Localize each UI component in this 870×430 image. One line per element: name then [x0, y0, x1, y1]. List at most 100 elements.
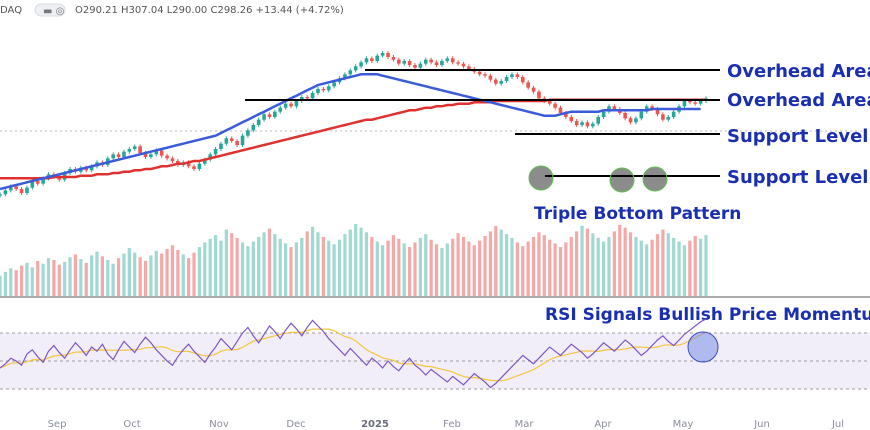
volume-bar: [688, 240, 692, 296]
candle-body: [235, 141, 239, 145]
candle-body: [229, 138, 234, 141]
candle-body: [310, 93, 315, 99]
candle-body: [57, 177, 62, 180]
candle-body: [607, 106, 611, 112]
volume-bar: [3, 272, 7, 296]
volume-bar: [445, 243, 449, 296]
candle-body: [19, 189, 24, 193]
candle-body: [283, 103, 288, 108]
candle-body: [499, 81, 504, 84]
volume-bar: [693, 236, 697, 296]
volume-bar: [25, 262, 29, 296]
volume-bar: [370, 236, 374, 296]
candle-body: [698, 101, 703, 104]
candle-body: [418, 63, 423, 68]
volume-bar: [36, 260, 40, 296]
volume-bar: [575, 231, 579, 296]
candle-body: [3, 190, 8, 195]
candle-body: [111, 154, 115, 159]
volume-bar: [699, 238, 703, 296]
candle-body: [434, 62, 439, 65]
candle-body: [89, 166, 94, 171]
ohlc-header: DAQ ▬ ◎ O290.21 H307.04 L290.00 C298.26 …: [0, 3, 344, 17]
rsi-line: [0, 318, 707, 389]
header-control-button[interactable]: [34, 3, 66, 17]
volume-bar: [364, 232, 369, 296]
volume-bar: [52, 260, 56, 296]
candle-body: [580, 122, 584, 125]
candle-body: [380, 53, 385, 56]
candle-body: [510, 74, 514, 77]
candle-body: [35, 181, 40, 184]
volume-bar: [224, 229, 228, 296]
candle-body: [213, 149, 218, 155]
volume-bar: [9, 268, 13, 296]
volume-bar: [402, 243, 406, 296]
candle-body: [208, 154, 212, 160]
candle-body: [574, 121, 579, 125]
volume-bar: [79, 259, 83, 296]
bottom-marker-2: [609, 167, 635, 193]
candle-body: [423, 59, 428, 64]
candle-body: [504, 77, 509, 81]
x-tick-label: Jul: [831, 419, 844, 430]
volume-bar: [300, 237, 304, 296]
volume-bar: [106, 260, 110, 296]
volume-bars: [0, 224, 708, 296]
volume-bar: [515, 242, 519, 296]
ohlc-values: O290.21 H307.04 L290.00 C298.26 +13.44 (…: [75, 5, 344, 16]
volume-bar: [478, 240, 482, 296]
candle-body: [445, 58, 450, 61]
volume-bar: [133, 252, 137, 296]
candle-body: [402, 61, 406, 64]
volume-bar: [116, 258, 121, 296]
volume-bar: [246, 246, 250, 296]
rsi-annotation: RSI Signals Bullish Price Momentum: [545, 305, 870, 325]
volume-bar: [628, 232, 633, 296]
volume-bar: [337, 239, 342, 296]
volume-bar: [19, 265, 24, 296]
candle-body: [170, 158, 175, 161]
volume-bar: [197, 247, 202, 296]
volume-bar: [149, 255, 153, 296]
volume-bar: [154, 250, 158, 296]
volume-bar: [127, 248, 131, 296]
candle-body: [634, 118, 638, 123]
volume-bar: [661, 229, 665, 296]
volume-bar: [488, 231, 493, 296]
volume-bar: [375, 241, 379, 296]
volume-bar: [542, 235, 546, 296]
volume-bar: [639, 240, 643, 296]
candle-body: [655, 109, 660, 115]
volume-bar: [251, 241, 255, 296]
candle-body: [682, 101, 687, 107]
candle-body: [224, 138, 229, 144]
candle-body: [116, 154, 121, 157]
volume-bar: [289, 247, 293, 296]
volume-bar: [623, 227, 627, 296]
volume-bar: [558, 247, 563, 296]
volume-bar: [359, 227, 363, 296]
candle-body: [122, 151, 126, 157]
volume-bar: [612, 231, 616, 296]
candle-body: [375, 55, 380, 61]
candle-body: [623, 113, 627, 119]
volume-bar: [418, 237, 422, 296]
candle-body: [143, 153, 148, 157]
x-tick-label: Jun: [753, 419, 770, 430]
candle-body: [273, 111, 277, 117]
volume-bar: [305, 231, 309, 296]
volume-bar: [84, 262, 88, 296]
volume-bar: [348, 229, 352, 296]
candle-body: [332, 82, 336, 87]
candle-body: [467, 66, 471, 69]
volume-bar: [407, 247, 412, 296]
candle-body: [639, 111, 644, 119]
volume-bar: [602, 241, 606, 296]
volume-bar: [192, 252, 196, 296]
bottom-marker-1: [528, 165, 554, 191]
candle-body: [149, 154, 153, 157]
header-control-glyph: ▬ ◎: [43, 6, 64, 17]
pattern-label: Triple Bottom Pattern: [534, 204, 741, 224]
